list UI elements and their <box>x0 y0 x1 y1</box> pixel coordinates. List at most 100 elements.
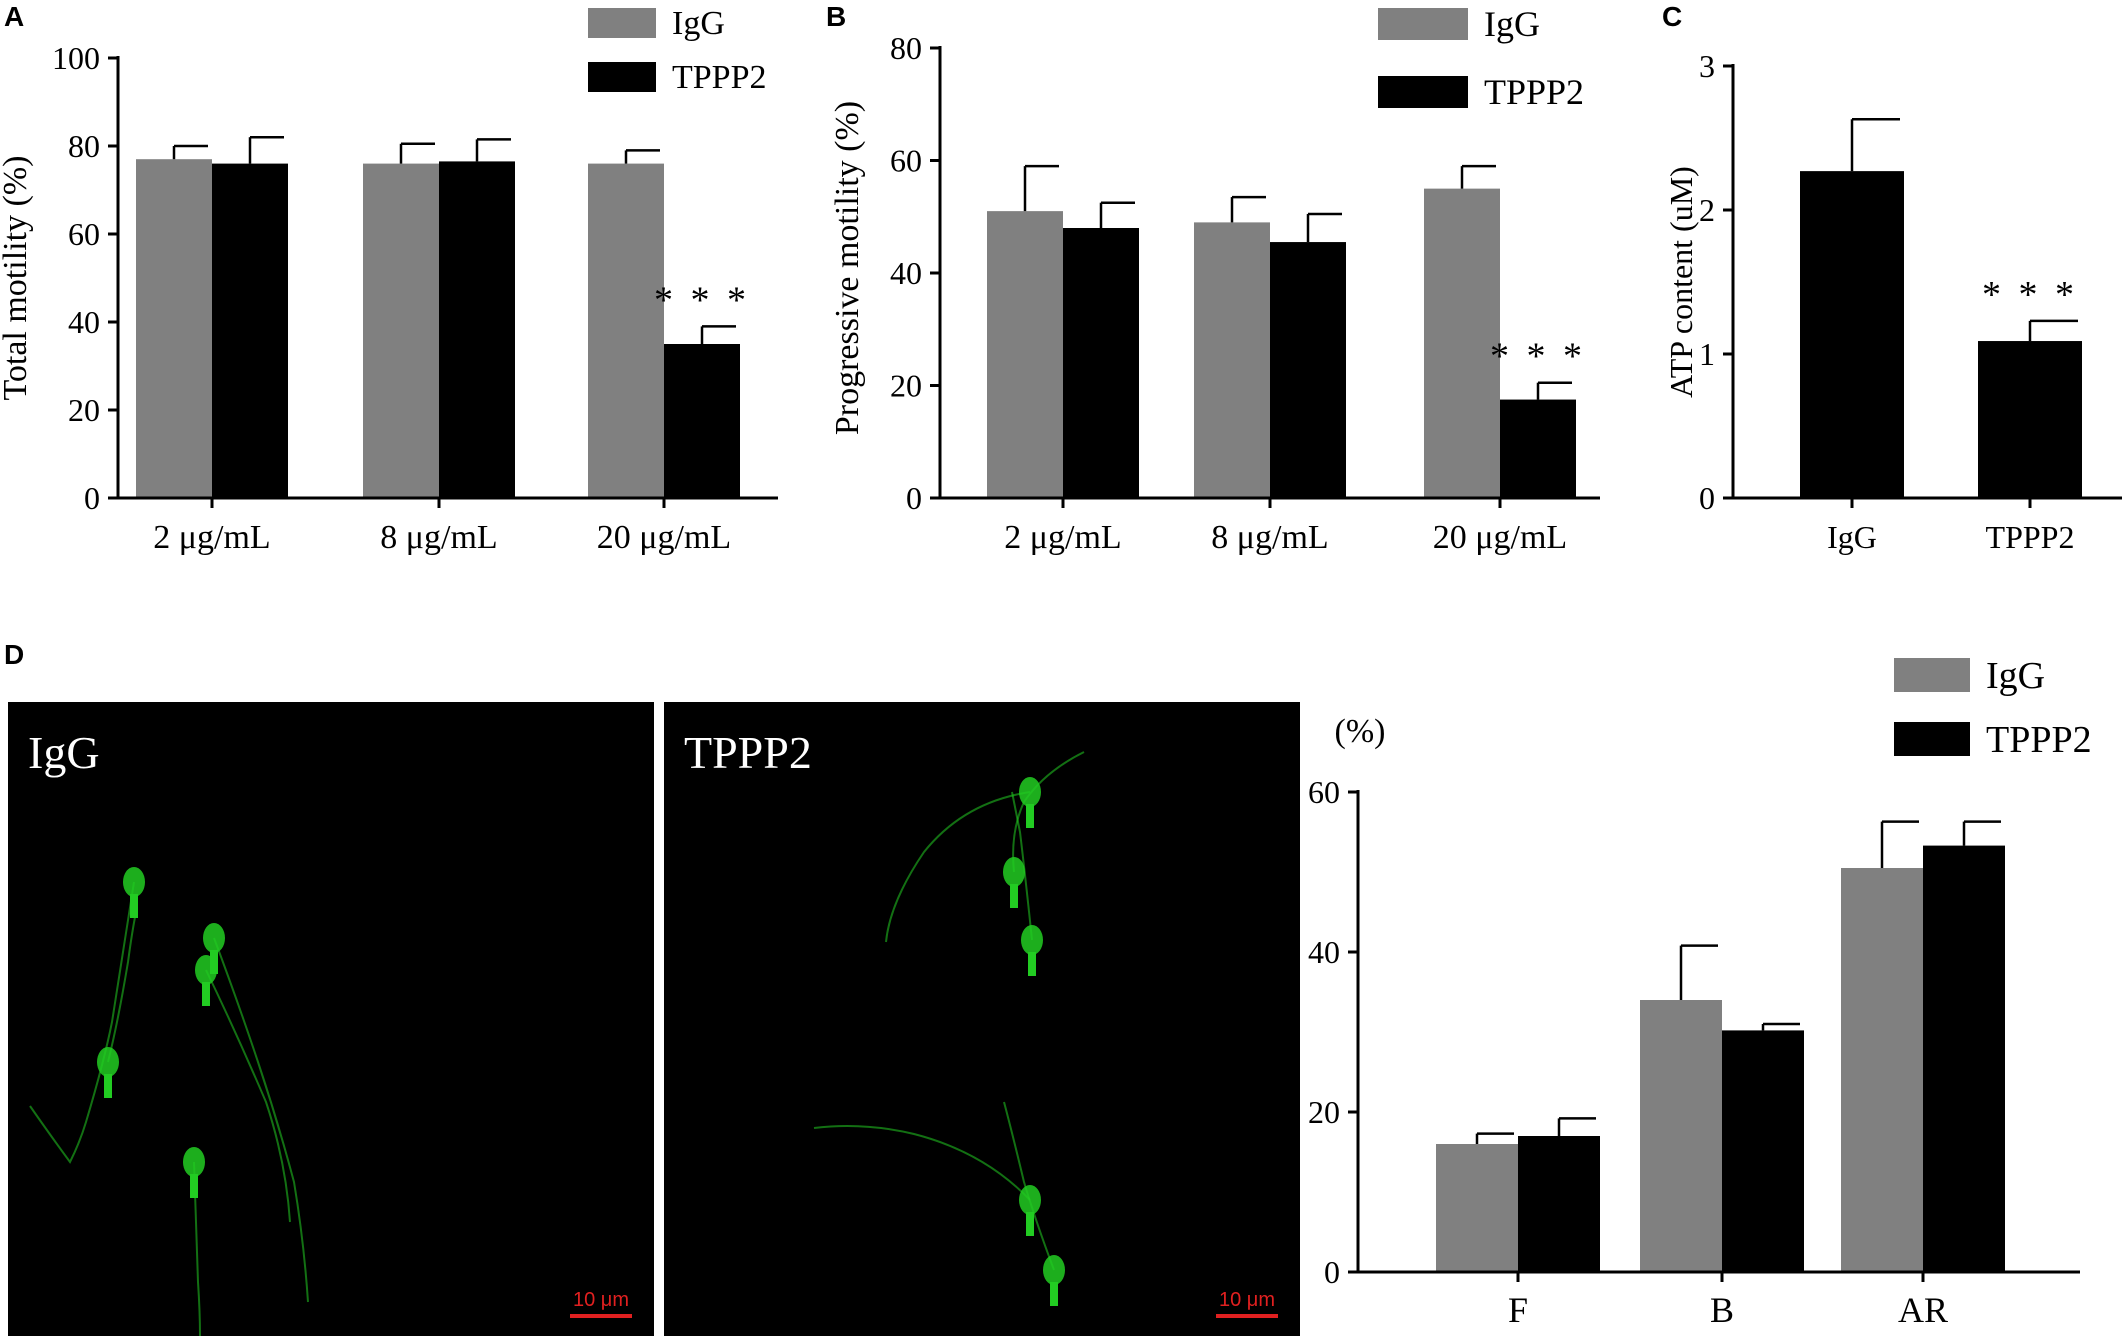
micrograph-igg: IgG 10 μm <box>8 702 654 1337</box>
bar-tppp2-8-g-ml <box>1270 242 1346 498</box>
y-tick-label-20: 20 <box>890 368 922 404</box>
y-tick-label-0: 0 <box>84 480 100 516</box>
x-tick-label-f: F <box>1508 1290 1528 1330</box>
sperm-tail-tppp2-2 <box>1012 751 1085 873</box>
sperm-midpiece-tppp2-2 <box>1010 884 1018 908</box>
y-axis-label: Total motility (%) <box>0 155 34 400</box>
chart-a: * * * 0 20 40 60 80 100 2 μg/mL 8 μg/mL 20 μg/mL T… <box>0 5 778 556</box>
y-tick-label-2: 2 <box>1699 192 1715 228</box>
sperm-tail-igg-2 <box>213 937 309 1303</box>
bar-tppp2-8-g-ml <box>439 161 515 498</box>
y-tick-label-40: 40 <box>1308 934 1340 970</box>
y-tick-label-0: 0 <box>1699 480 1715 516</box>
y-axis-label: ATP content (uM) <box>1663 166 1699 398</box>
sperm-tail-igg-1 <box>29 881 135 1164</box>
bar-igg-ar <box>1841 868 1923 1272</box>
x-tick-label-2-g-ml: 2 μg/mL <box>153 519 270 556</box>
y-tick-label-0: 0 <box>906 480 922 516</box>
panel-d-letter: D <box>4 639 24 670</box>
y-tick-label-3: 3 <box>1699 48 1715 84</box>
sperm-head-tppp2-3 <box>1021 925 1043 955</box>
bar-igg-f <box>1436 1144 1518 1272</box>
sperm-head-igg-2 <box>203 923 225 953</box>
y-tick-label-80: 80 <box>68 128 100 164</box>
y-tick-label-0: 0 <box>1324 1254 1340 1290</box>
y-tick-label-60: 60 <box>68 216 100 252</box>
legend-swatch-tppp2 <box>1378 76 1468 108</box>
y-tick-label-1: 1 <box>1699 336 1715 372</box>
sperm-tail-tppp2-5 <box>1003 1101 1055 1271</box>
legend-label-igg: IgG <box>1986 655 2045 697</box>
sperm-head-igg-1 <box>123 867 145 897</box>
legend-label-igg: IgG <box>672 5 725 42</box>
bar-tppp2-20-g-ml <box>664 344 740 498</box>
micrograph-label-igg: IgG <box>28 727 100 778</box>
y-tick-label-20: 20 <box>1308 1094 1340 1130</box>
significance-stars-tppp2: * * * <box>1982 274 2078 316</box>
x-tick-label-8-g-ml: 8 μg/mL <box>1211 519 1328 556</box>
sperm-tail-igg-4 <box>107 911 137 1063</box>
sperm-head-igg-5 <box>183 1147 205 1177</box>
chart-b: * * * 0 20 40 60 80 2 μg/mL 8 μg/mL 20 μg/mL Prog… <box>829 4 1600 556</box>
legend-swatch-igg <box>1378 8 1468 40</box>
x-tick-label-tppp2: TPPP2 <box>1986 519 2075 555</box>
scale-bar-label-tppp2: 10 μm <box>1219 1289 1275 1311</box>
legend-swatch-igg <box>1894 658 1970 692</box>
sperm-tail-igg-3 <box>205 969 291 1223</box>
y-tick-label-40: 40 <box>890 255 922 291</box>
x-tick-label-igg: IgG <box>1827 519 1877 555</box>
micrograph-tppp2: TPPP2 10 μm <box>664 702 1300 1336</box>
x-tick-label-ar: AR <box>1898 1290 1948 1330</box>
sperm-midpiece-tppp2-1 <box>1026 804 1034 828</box>
panel-c-letter: C <box>1662 1 1682 32</box>
bar-tppp2-b <box>1722 1030 1804 1272</box>
sperm-head-tppp2-1 <box>1019 777 1041 807</box>
bar-igg-2-g-ml <box>987 211 1063 498</box>
sperm-head-igg-3 <box>195 955 217 985</box>
sperm-midpiece-igg-3 <box>202 982 210 1006</box>
chart-c: * * * 0 1 2 3 IgG TPPP2 ATP content (uM) <box>1663 48 2122 555</box>
x-tick-label-20-g-ml: 20 μg/mL <box>1433 519 1567 556</box>
sperm-midpiece-tppp2-4 <box>1026 1212 1034 1236</box>
legend-label-tppp2: TPPP2 <box>1484 72 1584 112</box>
y-tick-label-20: 20 <box>68 392 100 428</box>
bar-tppp2-20-g-ml <box>1500 399 1576 498</box>
x-tick-label-2-g-ml: 2 μg/mL <box>1004 519 1121 556</box>
sperm-head-tppp2-5 <box>1043 1255 1065 1285</box>
panel-b-letter: B <box>826 1 846 32</box>
x-tick-label-b: B <box>1710 1290 1734 1330</box>
sperm-midpiece-igg-5 <box>190 1174 198 1198</box>
y-axis-label: (%) <box>1335 713 1386 750</box>
bar-tppp2 <box>1978 341 2082 498</box>
sperm-head-tppp2-2 <box>1003 857 1025 887</box>
bar-tppp2-2-g-ml <box>212 163 288 498</box>
sperm-tail-tppp2-3 <box>1011 791 1033 941</box>
bar-igg <box>1800 171 1904 498</box>
bar-igg-20-g-ml <box>588 163 664 498</box>
bar-tppp2-f <box>1518 1136 1600 1272</box>
legend-swatch-tppp2 <box>588 62 656 92</box>
chart-d: 0 20 40 60 F B AR (%) IgG TPPP2 <box>1308 655 2092 1330</box>
sperm-tail-tppp2-4 <box>813 1125 1031 1201</box>
y-tick-label-60: 60 <box>1308 774 1340 810</box>
y-tick-label-100: 100 <box>52 40 100 76</box>
micrograph-background-igg <box>8 702 654 1336</box>
significance-stars-20-g-ml: * * * <box>1490 336 1586 378</box>
sperm-tail-tppp2-1 <box>885 791 1031 943</box>
x-tick-label-20-g-ml: 20 μg/mL <box>597 519 731 556</box>
bar-igg-b <box>1640 1000 1722 1272</box>
legend-label-igg: IgG <box>1484 4 1540 44</box>
bar-igg-20-g-ml <box>1424 188 1500 498</box>
bar-tppp2-ar <box>1923 845 2005 1272</box>
y-axis-label: Progressive motility (%) <box>829 101 866 435</box>
y-tick-label-40: 40 <box>68 304 100 340</box>
sperm-midpiece-tppp2-3 <box>1028 952 1036 976</box>
bar-igg-2-g-ml <box>136 159 212 498</box>
micrograph-background-tppp2 <box>664 702 1300 1336</box>
y-tick-label-80: 80 <box>890 30 922 66</box>
significance-stars-20-g-ml: * * * <box>654 279 750 321</box>
bar-igg-8-g-ml <box>363 163 439 498</box>
sperm-midpiece-igg-4 <box>104 1074 112 1098</box>
scale-bar-label-igg: 10 μm <box>573 1289 629 1311</box>
